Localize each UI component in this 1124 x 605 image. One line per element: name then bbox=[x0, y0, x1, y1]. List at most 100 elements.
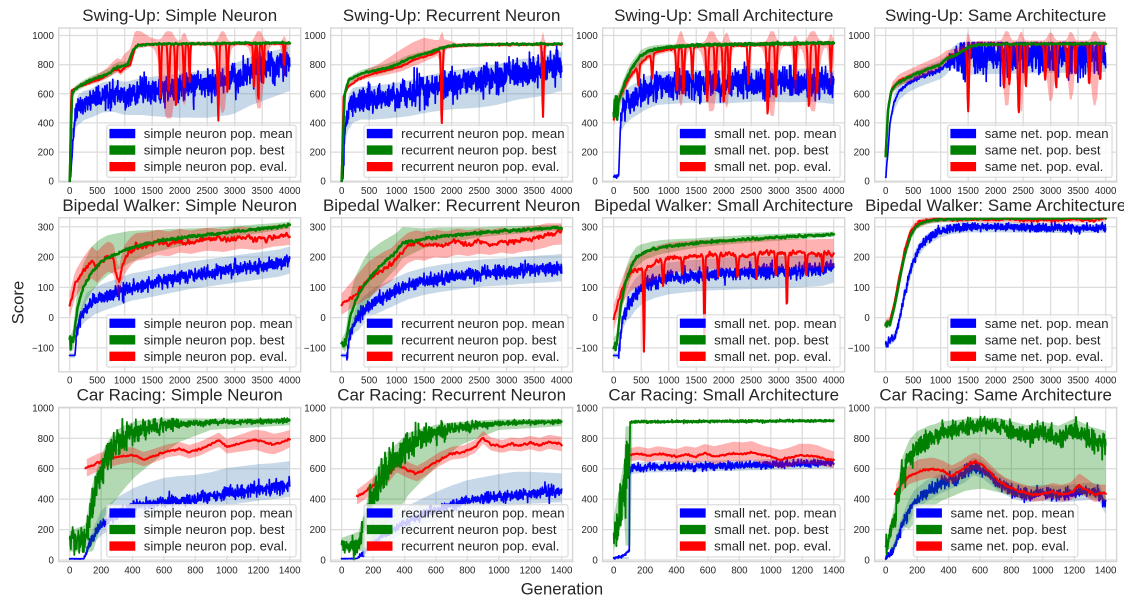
svg-text:Generation: Generation bbox=[521, 579, 603, 598]
svg-text:3000: 3000 bbox=[768, 186, 790, 197]
svg-text:1400: 1400 bbox=[279, 565, 301, 576]
svg-text:3000: 3000 bbox=[1040, 186, 1062, 197]
svg-text:1000: 1000 bbox=[848, 404, 870, 415]
svg-text:same net. pop. best: same net. pop. best bbox=[951, 522, 1067, 537]
svg-text:same net. pop. mean: same net. pop. mean bbox=[985, 316, 1109, 331]
svg-text:1000: 1000 bbox=[658, 186, 680, 197]
svg-text:800: 800 bbox=[854, 60, 871, 71]
svg-text:Swing-Up: Small Architecture: Swing-Up: Small Architecture bbox=[614, 6, 833, 25]
svg-text:0: 0 bbox=[611, 186, 617, 197]
svg-text:1000: 1000 bbox=[304, 31, 326, 42]
svg-text:600: 600 bbox=[38, 464, 55, 475]
svg-text:same net. pop. mean: same net. pop. mean bbox=[985, 126, 1109, 141]
svg-text:0: 0 bbox=[320, 313, 326, 324]
svg-text:2500: 2500 bbox=[196, 186, 218, 197]
svg-text:small net. pop. mean: small net. pop. mean bbox=[714, 126, 836, 141]
svg-text:300: 300 bbox=[582, 222, 599, 233]
svg-text:small net. pop. mean: small net. pop. mean bbox=[714, 316, 836, 331]
svg-text:Bipedal Walker: Small Architec: Bipedal Walker: Small Architecture bbox=[594, 196, 853, 215]
svg-text:0: 0 bbox=[339, 565, 345, 576]
svg-text:4000: 4000 bbox=[1095, 186, 1117, 197]
svg-text:recurrent neuron pop. best: recurrent neuron pop. best bbox=[401, 143, 557, 158]
svg-text:500: 500 bbox=[633, 186, 650, 197]
svg-text:400: 400 bbox=[124, 565, 141, 576]
svg-text:400: 400 bbox=[582, 118, 599, 129]
svg-text:1500: 1500 bbox=[685, 376, 707, 387]
svg-text:600: 600 bbox=[310, 464, 327, 475]
svg-text:100: 100 bbox=[854, 283, 871, 294]
svg-text:0: 0 bbox=[320, 555, 326, 566]
svg-text:1000: 1000 bbox=[32, 31, 54, 42]
svg-text:simple neuron pop. mean: simple neuron pop. mean bbox=[144, 126, 293, 141]
svg-text:600: 600 bbox=[582, 89, 599, 100]
svg-text:small net. pop. eval.: small net. pop. eval. bbox=[714, 349, 831, 364]
svg-text:3500: 3500 bbox=[251, 376, 273, 387]
svg-text:800: 800 bbox=[582, 60, 599, 71]
svg-text:0: 0 bbox=[592, 177, 598, 188]
svg-text:800: 800 bbox=[38, 434, 55, 445]
svg-text:400: 400 bbox=[582, 495, 599, 506]
svg-text:0: 0 bbox=[320, 177, 326, 188]
svg-text:same net. pop. best: same net. pop. best bbox=[985, 332, 1101, 347]
svg-text:recurrent neuron pop. mean: recurrent neuron pop. mean bbox=[401, 316, 564, 331]
svg-text:4000: 4000 bbox=[823, 376, 845, 387]
svg-text:simple neuron pop. best: simple neuron pop. best bbox=[144, 332, 285, 347]
svg-text:Car Racing: Simple Neuron: Car Racing: Simple Neuron bbox=[77, 386, 283, 405]
svg-text:1000: 1000 bbox=[304, 404, 326, 415]
svg-text:2500: 2500 bbox=[468, 376, 490, 387]
svg-text:3500: 3500 bbox=[251, 186, 273, 197]
svg-text:4000: 4000 bbox=[551, 376, 573, 387]
svg-text:0: 0 bbox=[883, 565, 889, 576]
svg-text:0: 0 bbox=[611, 565, 617, 576]
svg-text:0: 0 bbox=[339, 186, 345, 197]
svg-text:0: 0 bbox=[67, 565, 73, 576]
svg-text:recurrent neuron pop. eval.: recurrent neuron pop. eval. bbox=[401, 539, 559, 554]
svg-text:800: 800 bbox=[1003, 565, 1020, 576]
svg-text:3500: 3500 bbox=[1067, 186, 1089, 197]
svg-text:1200: 1200 bbox=[791, 565, 813, 576]
svg-text:600: 600 bbox=[854, 89, 871, 100]
svg-text:simple neuron pop. best: simple neuron pop. best bbox=[144, 522, 285, 537]
svg-text:200: 200 bbox=[38, 253, 55, 264]
svg-text:3500: 3500 bbox=[1067, 376, 1089, 387]
svg-text:500: 500 bbox=[89, 376, 106, 387]
svg-text:1500: 1500 bbox=[957, 186, 979, 197]
svg-text:2000: 2000 bbox=[169, 376, 191, 387]
svg-text:4000: 4000 bbox=[279, 186, 301, 197]
svg-text:1200: 1200 bbox=[248, 565, 270, 576]
svg-text:1000: 1000 bbox=[488, 565, 510, 576]
svg-text:3500: 3500 bbox=[523, 186, 545, 197]
svg-text:same net. pop. eval.: same net. pop. eval. bbox=[951, 539, 1070, 554]
svg-text:200: 200 bbox=[582, 525, 599, 536]
svg-text:3500: 3500 bbox=[523, 376, 545, 387]
svg-text:500: 500 bbox=[905, 186, 922, 197]
svg-text:Bipedal Walker: Recurrent Neur: Bipedal Walker: Recurrent Neuron bbox=[323, 196, 580, 215]
svg-text:Car Racing: Recurrent Neuron: Car Racing: Recurrent Neuron bbox=[337, 386, 566, 405]
svg-text:1000: 1000 bbox=[576, 404, 598, 415]
svg-text:500: 500 bbox=[905, 376, 922, 387]
svg-text:400: 400 bbox=[854, 118, 871, 129]
svg-text:200: 200 bbox=[582, 253, 599, 264]
svg-text:small net. pop. mean: small net. pop. mean bbox=[714, 506, 836, 521]
svg-text:400: 400 bbox=[38, 118, 55, 129]
svg-text:2000: 2000 bbox=[713, 376, 735, 387]
svg-text:800: 800 bbox=[187, 565, 204, 576]
svg-text:800: 800 bbox=[38, 60, 55, 71]
svg-text:−100: −100 bbox=[304, 343, 326, 354]
svg-text:small net. pop. best: small net. pop. best bbox=[714, 332, 829, 347]
svg-text:−100: −100 bbox=[576, 343, 598, 354]
svg-text:600: 600 bbox=[38, 89, 55, 100]
svg-text:2500: 2500 bbox=[468, 186, 490, 197]
svg-text:200: 200 bbox=[365, 565, 382, 576]
svg-text:600: 600 bbox=[854, 464, 871, 475]
svg-text:1000: 1000 bbox=[114, 186, 136, 197]
svg-text:3000: 3000 bbox=[224, 376, 246, 387]
svg-text:small net. pop. best: small net. pop. best bbox=[714, 143, 829, 158]
svg-text:400: 400 bbox=[310, 495, 327, 506]
svg-text:Score: Score bbox=[9, 281, 28, 325]
svg-text:800: 800 bbox=[582, 434, 599, 445]
svg-text:200: 200 bbox=[854, 148, 871, 159]
svg-text:1000: 1000 bbox=[114, 376, 136, 387]
svg-text:4000: 4000 bbox=[551, 186, 573, 197]
svg-text:1400: 1400 bbox=[1095, 565, 1117, 576]
